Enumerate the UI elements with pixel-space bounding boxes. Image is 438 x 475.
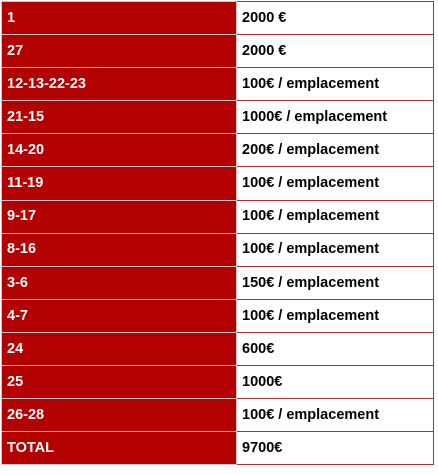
row-price-cell: 100€ / emplacement xyxy=(236,199,434,234)
row-price-cell: 200€ / emplacement xyxy=(236,133,434,168)
row-price-cell: 2000 € xyxy=(236,34,434,69)
total-row: TOTAL 9700€ xyxy=(1,431,434,466)
table-row: 12-13-22-23 100€ / emplacement xyxy=(1,67,434,102)
table-row: 9-17 100€ / emplacement xyxy=(1,199,434,234)
row-price-cell: 100€ / emplacement xyxy=(236,398,434,433)
price-table: 1 2000 € 27 2000 € 12-13-22-23 100€ / em… xyxy=(1,0,434,466)
table-row: 1 2000 € xyxy=(1,0,434,36)
row-label-cell: 26-28 xyxy=(1,398,237,433)
row-price-cell: 100€ / emplacement xyxy=(236,298,434,333)
table-row: 8-16 100€ / emplacement xyxy=(1,232,434,267)
row-price-cell: 100€ / emplacement xyxy=(236,232,434,267)
table-row: 21-15 1000€ / emplacement xyxy=(1,100,434,135)
row-price-cell: 1000€ xyxy=(236,365,434,400)
row-price-cell: 100€ / emplacement xyxy=(236,166,434,201)
table-row: 14-20 200€ / emplacement xyxy=(1,133,434,168)
table-row: 24 600€ xyxy=(1,331,434,367)
table-row: 25 1000€ xyxy=(1,365,434,400)
table-row: 3-6 150€ / emplacement xyxy=(1,265,434,300)
price-table-body: 1 2000 € 27 2000 € 12-13-22-23 100€ / em… xyxy=(1,0,434,466)
row-label-cell: 25 xyxy=(1,365,237,400)
row-label-cell: 11-19 xyxy=(1,166,237,201)
total-label-cell: TOTAL xyxy=(1,431,237,466)
row-label-cell: 4-7 xyxy=(1,298,237,333)
table-row: 27 2000 € xyxy=(1,34,434,69)
row-price-cell: 100€ / emplacement xyxy=(236,67,434,102)
row-price-cell: 600€ xyxy=(236,331,434,367)
row-label-cell: 27 xyxy=(1,34,237,69)
row-label-cell: 1 xyxy=(1,0,237,36)
row-price-cell: 150€ / emplacement xyxy=(236,265,434,300)
row-label-cell: 8-16 xyxy=(1,232,237,267)
row-label-cell: 12-13-22-23 xyxy=(1,67,237,102)
table-row: 11-19 100€ / emplacement xyxy=(1,166,434,201)
row-label-cell: 9-17 xyxy=(1,199,237,234)
row-label-cell: 21-15 xyxy=(1,100,237,135)
row-label-cell: 3-6 xyxy=(1,265,237,300)
row-price-cell: 1000€ / emplacement xyxy=(236,100,434,135)
total-price-cell: 9700€ xyxy=(236,431,434,466)
row-label-cell: 24 xyxy=(1,331,237,367)
table-row: 26-28 100€ / emplacement xyxy=(1,398,434,433)
table-row: 4-7 100€ / emplacement xyxy=(1,298,434,333)
row-price-cell: 2000 € xyxy=(236,0,434,36)
row-label-cell: 14-20 xyxy=(1,133,237,168)
